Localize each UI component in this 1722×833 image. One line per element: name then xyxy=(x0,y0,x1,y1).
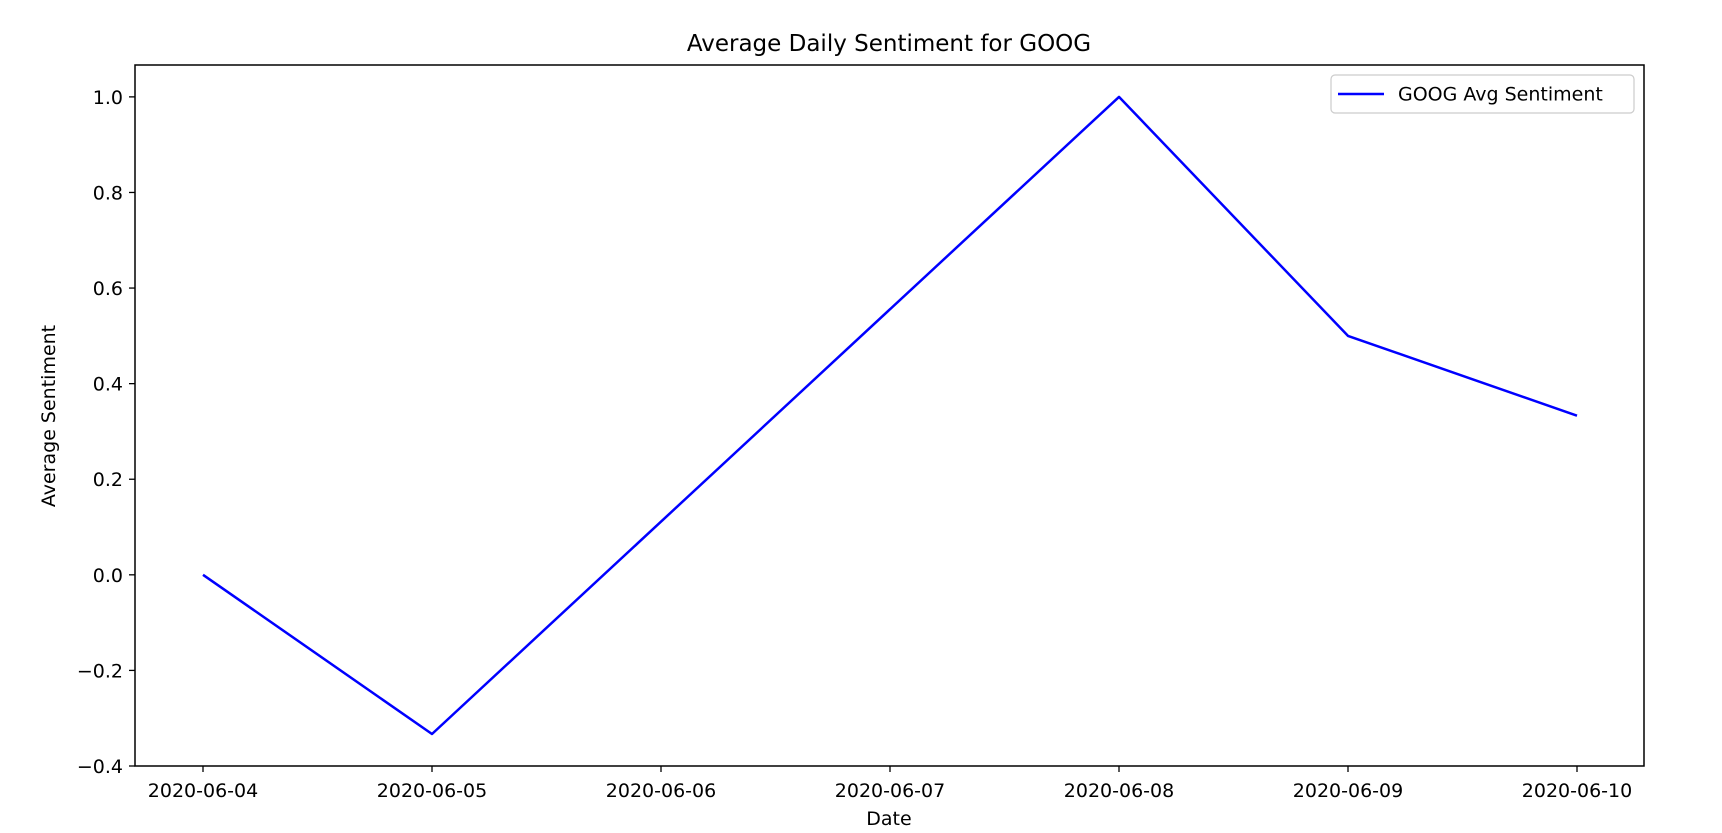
legend-box xyxy=(1330,74,1635,114)
x-tick-label: 2020-06-07 xyxy=(835,780,945,802)
x-tick-label: 2020-06-10 xyxy=(1522,780,1632,802)
y-tick-label: 0.6 xyxy=(93,278,123,300)
chart-title: Average Daily Sentiment for GOOG xyxy=(687,31,1091,57)
series-layer xyxy=(202,95,1578,736)
x-tick-label: 2020-06-04 xyxy=(148,780,258,802)
legend-label: GOOG Avg Sentiment xyxy=(1398,84,1603,106)
x-tick-label: 2020-06-08 xyxy=(1064,780,1174,802)
x-axis-label: Date xyxy=(866,808,911,829)
y-tick-label: 0.4 xyxy=(93,374,123,396)
x-axis-ticks: 2020-06-04 2020-06-05 2020-06-06 2020-06-07… xyxy=(148,766,1632,802)
legend: GOOG Avg Sentiment xyxy=(1330,74,1635,114)
y-tick-label: −0.4 xyxy=(77,756,123,778)
x-tick-label: 2020-06-06 xyxy=(606,780,716,802)
x-tick-label: 2020-06-05 xyxy=(377,780,487,802)
y-tick-label: 0.0 xyxy=(93,565,123,587)
y-axis-label: Average Sentiment xyxy=(38,325,60,507)
y-tick-label: 0.8 xyxy=(93,182,123,204)
axes-frame xyxy=(134,64,1645,767)
series-line xyxy=(202,95,1578,736)
y-tick-label: 1.0 xyxy=(93,87,123,109)
y-tick-label: 0.2 xyxy=(93,469,123,491)
y-axis-ticks: −0.4 −0.2 0.0 0.2 0.4 0.6 0.8 1.0 xyxy=(77,87,135,778)
x-tick-label: 2020-06-09 xyxy=(1293,780,1403,802)
y-tick-label: −0.2 xyxy=(77,660,123,682)
